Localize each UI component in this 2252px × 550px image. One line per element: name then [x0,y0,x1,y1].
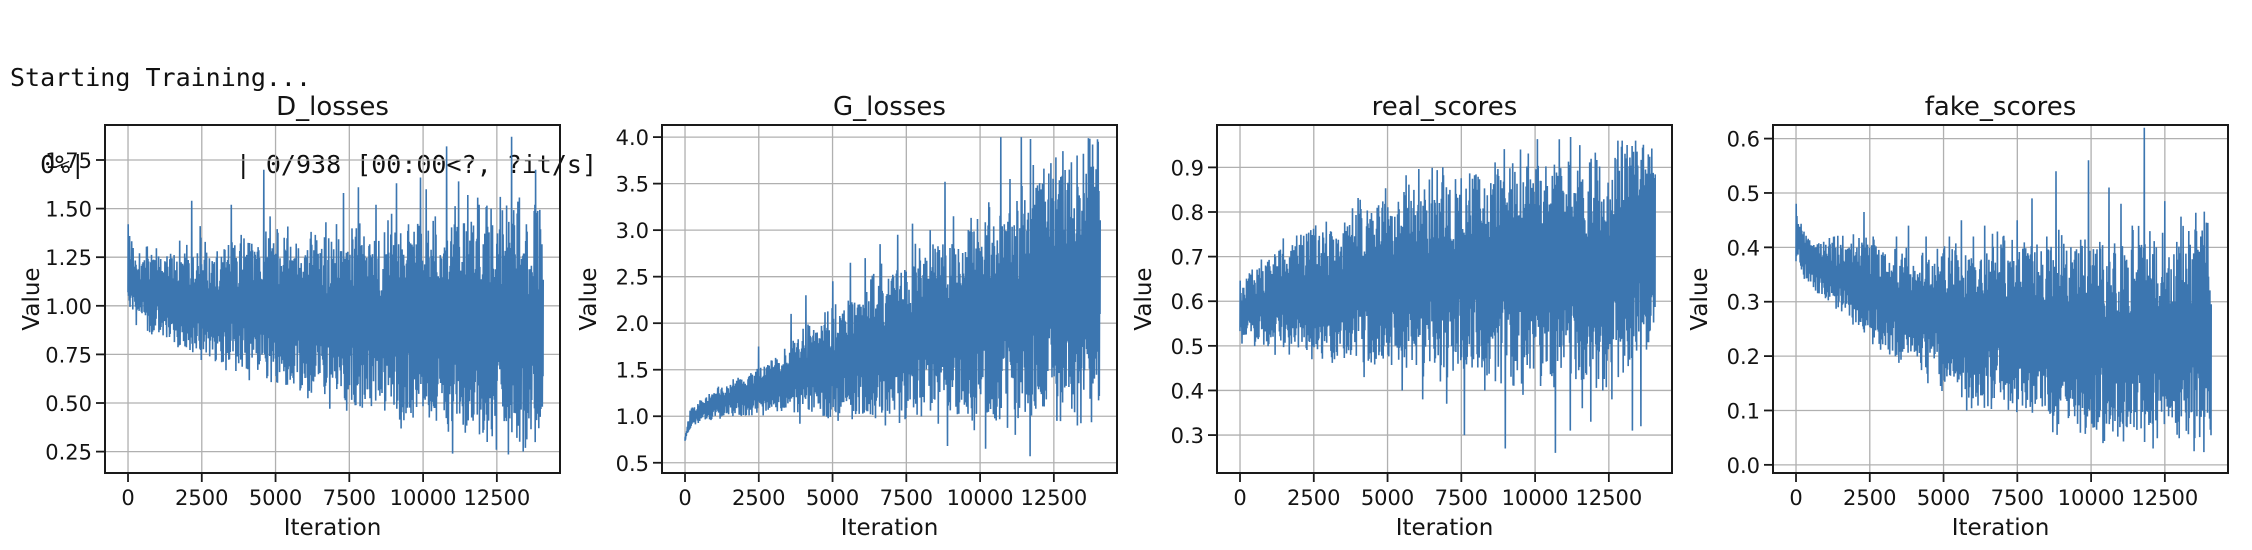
y-tick-label: 0.8 [1171,201,1204,225]
y-tick-label: 0.6 [1727,128,1760,152]
gan-training-figure: 0 2500 5000 7500 10000 12500 0.25 0.50 0.75 1.00 1… [0,65,2252,550]
chart-fake-scores: 0 2500 5000 7500 10000 12500 0.0 0.1 0.2 0.3 0.4 0.… [1689,92,2229,541]
x-tick-label: 12500 [2131,486,2198,510]
x-tick-label: 7500 [1435,486,1488,510]
x-tick-label: 12500 [1020,486,1087,510]
y-tick-label: 3.5 [616,173,649,197]
y-tick-label: 0.5 [1171,335,1204,359]
axes-box [1216,124,1673,474]
progress-bar-line: 0%| | 0/938 [00:00<?, ?it/s] [10,150,597,179]
axes-box [1772,124,2229,474]
x-tick-label: 2500 [1843,486,1896,510]
series-line [127,136,544,455]
x-tick-label: 2500 [175,486,228,510]
x-axis-label: Iteration [1396,515,1494,541]
x-tick-label: 0 [1233,486,1246,510]
y-tick-label: 0.50 [45,392,92,416]
x-tick-label: 2500 [1287,486,1340,510]
y-tick-label: 1.50 [45,198,92,222]
x-tick-label: 10000 [947,486,1014,510]
chart-d-losses: 0 2500 5000 7500 10000 12500 0.25 0.50 0.75 1.00 1… [19,92,561,541]
chart-real-scores: 0 2500 5000 7500 10000 12500 0.3 0.4 0.5 0.6 0.7 0.… [1131,92,1673,541]
x-tick-label: 2500 [732,486,785,510]
y-tick-label: 2.5 [616,266,649,290]
y-tick-label: 1.75 [45,149,92,173]
y-tick-label: 3.0 [616,219,649,243]
x-tick-label: 10000 [2058,486,2125,510]
y-tick-label: 1.5 [616,359,649,383]
y-tick-label: 0.5 [1727,182,1760,206]
y-axis-label: Value [1689,267,1713,330]
x-tick-label: 0 [1789,486,1802,510]
y-tick-label: 0.9 [1171,156,1204,180]
y-axis-label: Value [576,267,602,330]
chart-title: D_losses [276,92,389,122]
x-tick-label: 0 [121,486,134,510]
status-line: Starting Training... [10,63,312,92]
y-tick-label: 1.00 [45,295,92,319]
chart-title: G_losses [833,92,946,122]
y-tick-label: 2.0 [616,312,649,336]
y-tick-label: 1.0 [616,405,649,429]
x-axis-label: Iteration [841,515,939,541]
y-tick-label: 0.1 [1727,399,1760,423]
chart-g-losses: 0 2500 5000 7500 10000 12500 0.5 1.0 1.5 2.0 2.5 3.… [576,92,1118,541]
y-tick-label: 0.6 [1171,290,1204,314]
x-tick-label: 12500 [463,486,530,510]
y-tick-label: 0.25 [45,441,92,465]
y-axis-label: Value [19,267,45,330]
series-line [1239,136,1656,453]
y-tick-label: 0.7 [1171,246,1204,270]
x-tick-label: 10000 [390,486,457,510]
y-tick-label: 0.4 [1171,379,1204,403]
y-tick-label: 1.25 [45,246,92,270]
x-tick-label: 7500 [323,486,376,510]
y-tick-label: 4.0 [616,126,649,150]
x-tick-label: 5000 [249,486,302,510]
y-tick-label: 0.75 [45,343,92,367]
series-line [684,137,1101,457]
x-tick-label: 7500 [1991,486,2044,510]
x-tick-label: 5000 [1361,486,1414,510]
y-tick-label: 0.3 [1171,424,1204,448]
x-tick-label: 10000 [1502,486,1569,510]
y-tick-label: 0.0 [1727,454,1760,478]
y-tick-label: 0.2 [1727,345,1760,369]
y-axis-label: Value [1131,267,1157,330]
console-output: Starting Training... 0%| | 0/938 [00:00<… [10,5,597,237]
y-tick-label: 0.5 [616,452,649,476]
x-tick-label: 0 [678,486,691,510]
x-tick-label: 7500 [880,486,933,510]
axes-box [104,124,561,474]
x-tick-label: 12500 [1575,486,1642,510]
chart-title: fake_scores [1925,92,2077,122]
y-tick-label: 0.3 [1727,291,1760,315]
axes-box [661,124,1118,474]
series-line [1795,127,2212,453]
chart-title: real_scores [1372,92,1518,122]
x-tick-label: 5000 [1917,486,1970,510]
y-tick-label: 0.4 [1727,236,1760,260]
x-tick-label: 5000 [806,486,859,510]
x-axis-label: Iteration [1952,515,2050,541]
x-axis-label: Iteration [284,515,382,541]
